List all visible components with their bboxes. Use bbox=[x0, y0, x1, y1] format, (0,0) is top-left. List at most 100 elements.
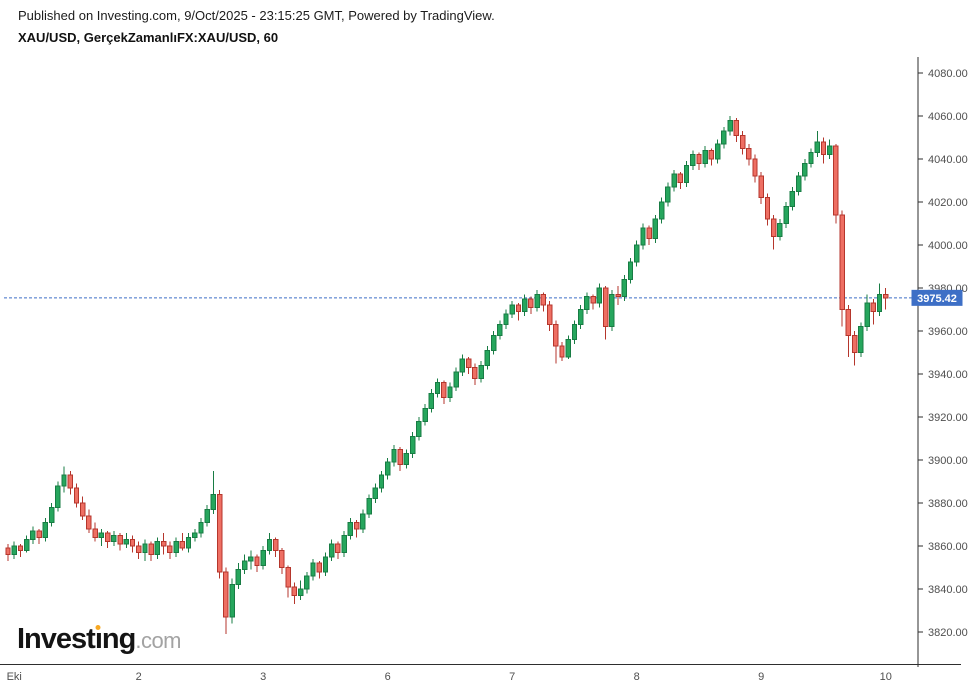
candle-up bbox=[391, 444, 397, 467]
candle-down bbox=[559, 341, 565, 362]
published-line: Published on Investing.com, 9/Oct/2025 -… bbox=[18, 8, 495, 23]
candle-down bbox=[752, 154, 758, 183]
candle-down bbox=[845, 305, 852, 357]
logo-wordmark: Investı ng bbox=[17, 623, 136, 655]
candle-up bbox=[727, 116, 733, 136]
candle-up bbox=[360, 509, 366, 534]
x-axis-label: 3 bbox=[260, 671, 266, 683]
candle-up bbox=[690, 150, 696, 170]
candle-up bbox=[814, 131, 820, 157]
x-axis-label: 10 bbox=[880, 671, 892, 683]
candle-up bbox=[683, 161, 690, 187]
x-axis[interactable]: Eki 2 3 6 7 8 9 10 bbox=[7, 671, 892, 683]
candle-up bbox=[142, 539, 148, 562]
candle-up bbox=[702, 146, 708, 168]
candle-down bbox=[285, 565, 291, 598]
candle-up bbox=[347, 518, 354, 540]
y-axis-label: 3940.00 bbox=[928, 369, 968, 381]
candle-up bbox=[260, 546, 266, 570]
candle-down bbox=[696, 152, 702, 170]
candle-up bbox=[310, 558, 316, 581]
candle-up bbox=[640, 223, 646, 250]
candle-up bbox=[864, 294, 870, 331]
x-axis-label: 8 bbox=[634, 671, 640, 683]
candle-down bbox=[465, 356, 472, 374]
candle-up bbox=[198, 518, 204, 538]
candle-down bbox=[758, 171, 764, 205]
candle-up bbox=[497, 320, 503, 340]
candle-up bbox=[173, 537, 179, 557]
candle-down bbox=[67, 470, 73, 495]
candle-up bbox=[621, 275, 627, 301]
candle-up bbox=[248, 550, 254, 570]
candle-down bbox=[820, 137, 827, 164]
candle-down bbox=[646, 225, 652, 245]
candle-down bbox=[291, 582, 298, 605]
candle-down bbox=[167, 541, 173, 559]
candle-down bbox=[851, 331, 858, 366]
y-axis-label: 4040.00 bbox=[928, 154, 968, 166]
logo-dotless-i: ı bbox=[94, 623, 103, 655]
candle-up bbox=[534, 290, 540, 312]
candle-up bbox=[192, 528, 198, 542]
candle-down bbox=[86, 509, 92, 534]
y-axis-label: 3920.00 bbox=[928, 412, 968, 424]
candle-up bbox=[783, 202, 789, 228]
candle-down bbox=[80, 496, 86, 521]
candle-up bbox=[634, 240, 640, 267]
candle-up bbox=[858, 322, 864, 357]
candle-down bbox=[764, 193, 771, 226]
candle-down bbox=[397, 447, 403, 471]
candle-down bbox=[353, 520, 360, 538]
candle-down bbox=[5, 543, 11, 562]
candle-up bbox=[266, 533, 273, 555]
candle-up bbox=[584, 292, 590, 314]
candle-down bbox=[223, 567, 229, 635]
candle-up bbox=[652, 214, 659, 243]
candle-up bbox=[372, 483, 378, 503]
candle-up bbox=[658, 197, 665, 224]
logo-yellow-dot-icon bbox=[95, 625, 101, 630]
candle-up bbox=[509, 300, 515, 319]
candle-down bbox=[883, 288, 889, 310]
candle-up bbox=[422, 404, 428, 426]
candle-down bbox=[104, 530, 111, 549]
candle-up bbox=[578, 305, 584, 329]
candle-up bbox=[42, 518, 49, 542]
candle-up bbox=[571, 320, 578, 344]
candle-up bbox=[11, 541, 17, 559]
candle-down bbox=[316, 561, 322, 579]
candle-down bbox=[136, 541, 142, 559]
candle-down bbox=[216, 490, 223, 579]
candle-down bbox=[739, 131, 746, 155]
y-axis-label: 3820.00 bbox=[928, 627, 968, 639]
candle-down bbox=[553, 320, 559, 364]
candle-up bbox=[322, 552, 329, 577]
last-price-label: 3975.42 bbox=[911, 289, 963, 306]
candle-down bbox=[540, 292, 547, 312]
candle-up bbox=[721, 126, 727, 149]
candle-up bbox=[23, 535, 30, 553]
candle-up bbox=[329, 539, 335, 562]
candle-down bbox=[839, 210, 845, 327]
candle-up bbox=[241, 554, 248, 574]
y-axis[interactable]: 4080.004060.004040.004020.004000.003980.… bbox=[918, 68, 968, 639]
candle-down bbox=[279, 548, 285, 574]
candle-up bbox=[111, 530, 117, 546]
candle-up bbox=[827, 139, 833, 159]
candle-down bbox=[472, 363, 478, 385]
x-axis-label: 6 bbox=[385, 671, 391, 683]
candle-up bbox=[416, 417, 422, 441]
candle-down bbox=[746, 143, 752, 166]
y-axis-label: 3840.00 bbox=[928, 584, 968, 596]
candle-down bbox=[870, 298, 876, 325]
y-axis-label: 4000.00 bbox=[928, 240, 968, 252]
candle-up bbox=[808, 148, 814, 168]
candle-up bbox=[453, 367, 459, 392]
candle-up bbox=[665, 182, 671, 207]
last-price-value: 3975.42 bbox=[917, 293, 957, 305]
candle-up bbox=[30, 526, 36, 544]
y-axis-label: 3900.00 bbox=[928, 455, 968, 467]
candle-down bbox=[546, 300, 553, 331]
